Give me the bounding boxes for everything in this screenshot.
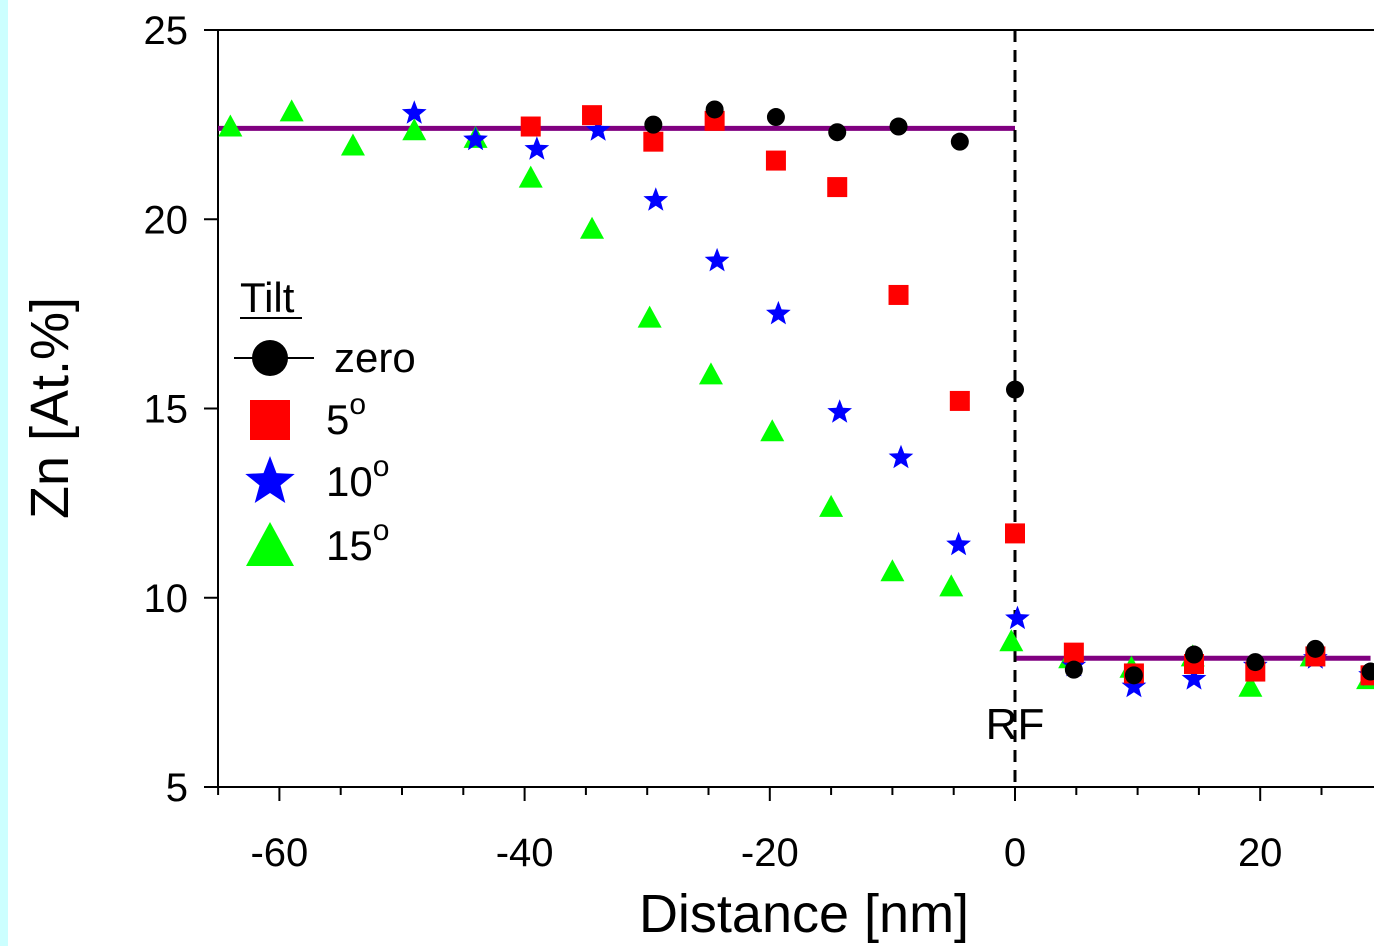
data-point-star <box>585 117 611 141</box>
data-point-square <box>1005 523 1025 544</box>
data-point-circle <box>950 132 969 151</box>
rf-annotation: RF <box>986 700 1045 749</box>
data-point-square <box>949 390 970 411</box>
data-point-circle <box>1184 645 1203 664</box>
legend-label: 15o <box>326 514 389 569</box>
legend: Tilt zero 5o 10o 15o <box>234 274 416 569</box>
data-point-triangle <box>698 362 723 385</box>
data-point-star <box>704 247 730 272</box>
data-point-triangle <box>340 133 365 156</box>
legend-label: zero <box>334 334 416 381</box>
data-point-circle <box>1306 639 1325 658</box>
data-point-circle <box>644 115 663 134</box>
data-point-circle <box>252 340 288 376</box>
data-point-circle <box>1246 653 1265 672</box>
data-point-star <box>827 399 852 423</box>
data-point-square <box>765 150 786 171</box>
data-point-circle <box>889 117 908 136</box>
data-point-circle <box>766 108 785 127</box>
data-point-circle <box>705 100 724 119</box>
data-point-square <box>582 105 603 126</box>
legend-degree-superscript: o <box>373 514 390 547</box>
x-tick-label: 20 <box>1238 831 1283 875</box>
y-tick-label: 15 <box>144 388 189 432</box>
data-point-triangle <box>518 165 543 188</box>
data-point-triangle <box>760 419 785 442</box>
y-tick-label: 20 <box>144 198 189 242</box>
data-point-square <box>250 400 290 440</box>
x-tick-label: -40 <box>496 831 554 875</box>
x-tick-label: -60 <box>250 831 308 875</box>
data-marks-layer <box>218 99 1374 698</box>
zn-profile-chart: 5 10 15 20 25 -60 -40 -20 0 20 Tilt zero 5o 10o 15o D… <box>20 9 1374 944</box>
axes-layer: 5 10 15 20 25 -60 -40 -20 0 20 <box>144 9 1374 875</box>
data-point-square <box>520 116 541 137</box>
data-point-star <box>1005 605 1030 630</box>
data-point-circle <box>1006 380 1024 399</box>
data-point-star <box>888 444 914 469</box>
legend-degree-superscript: o <box>373 450 390 483</box>
data-point-star <box>766 300 791 325</box>
data-point-star <box>524 136 550 160</box>
data-point-triangle <box>218 114 243 137</box>
data-point-triangle <box>819 494 844 517</box>
data-point-star <box>401 100 427 124</box>
x-axis-title: Distance [nm] <box>639 884 969 944</box>
data-point-triangle <box>637 305 662 328</box>
data-point-triangle <box>279 99 304 122</box>
data-point-triangle <box>580 216 605 239</box>
data-point-circle <box>828 123 847 142</box>
data-point-triangle <box>939 574 964 597</box>
data-point-triangle <box>999 629 1024 652</box>
x-tick-label: -20 <box>741 831 799 875</box>
x-tick-label: 0 <box>1004 831 1026 875</box>
data-point-circle <box>1124 666 1143 685</box>
data-point-square <box>888 284 909 305</box>
data-point-square <box>643 131 664 152</box>
y-axis-title: Zn [At.%] <box>20 297 80 519</box>
legend-label: 10o <box>326 450 389 505</box>
y-tick-label: 10 <box>144 577 189 621</box>
data-point-triangle <box>402 118 427 141</box>
legend-label: 5o <box>326 388 366 443</box>
data-point-square <box>1063 642 1084 663</box>
data-point-square <box>827 177 848 198</box>
data-point-star <box>643 187 669 211</box>
data-point-star <box>463 126 488 151</box>
data-point-star <box>946 531 971 556</box>
data-point-triangle <box>1238 674 1263 697</box>
data-point-star <box>245 456 295 503</box>
data-point-triangle <box>246 522 294 566</box>
y-tick-label: 5 <box>166 766 188 810</box>
data-point-circle <box>1064 660 1083 679</box>
chart-frame: 5 10 15 20 25 -60 -40 -20 0 20 Tilt zero 5o 10o 15o D… <box>8 0 1374 946</box>
data-point-triangle <box>880 559 905 582</box>
legend-title: Tilt <box>240 274 295 321</box>
data-point-star <box>1181 666 1207 690</box>
y-tick-label: 25 <box>144 9 189 53</box>
legend-degree-superscript: o <box>349 388 366 421</box>
data-point-circle <box>1361 662 1374 681</box>
data-point-star <box>1121 673 1147 698</box>
